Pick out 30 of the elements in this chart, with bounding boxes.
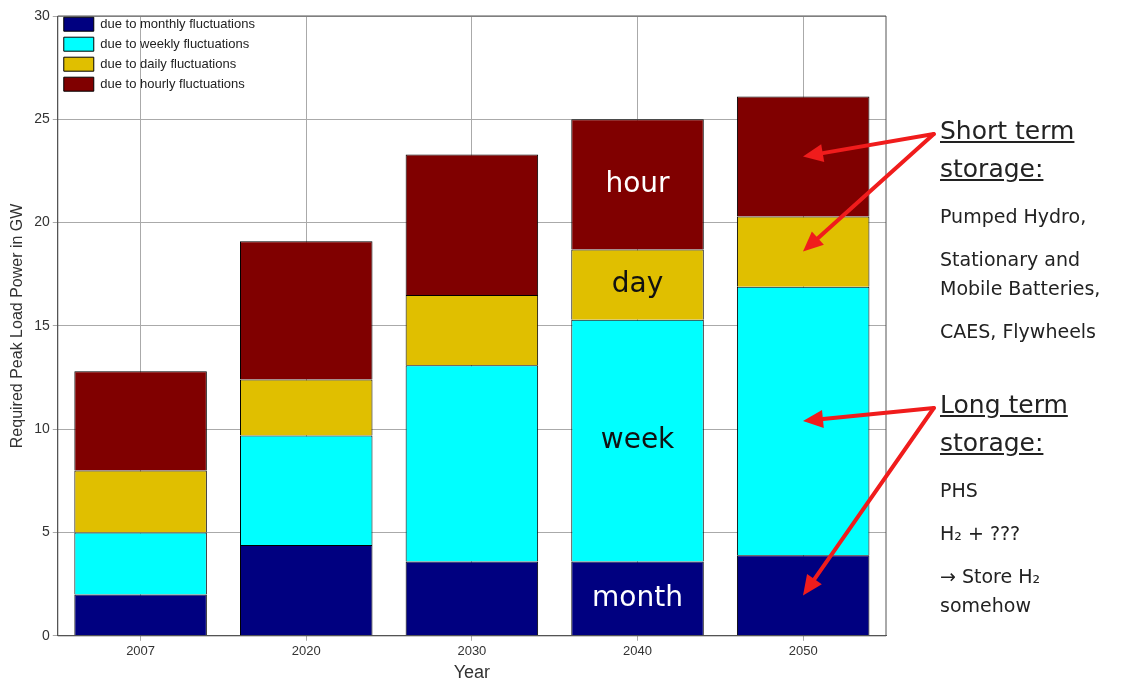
x-axis-title: Year xyxy=(453,662,491,683)
x-tick-label: 2020 xyxy=(291,643,321,659)
text: Stationary and Mobile Batteries, xyxy=(940,247,1102,301)
y-tick-label: 25 xyxy=(34,110,50,127)
text: → Store H₂ somehow xyxy=(940,564,1042,618)
legend-label: due to weekly fluctuations xyxy=(100,35,250,51)
annotation: month xyxy=(592,579,683,613)
x-tick-label: 2050 xyxy=(788,643,818,659)
y-tick-label: 10 xyxy=(34,420,50,437)
legend-label: due to hourly fluctuations xyxy=(100,75,246,91)
text: PHS xyxy=(940,478,979,503)
annotation: week xyxy=(600,421,676,455)
x-tick-label: 2030 xyxy=(457,643,487,659)
annotation: day xyxy=(611,265,664,299)
y-tick-label: 30 xyxy=(34,6,50,23)
text: Long term storage: xyxy=(940,389,1069,459)
legend-label: due to monthly fluctuations xyxy=(100,15,256,31)
text: CAES, Flywheels xyxy=(940,319,1097,344)
y-tick-label: 15 xyxy=(34,316,50,333)
text: Short term storage: xyxy=(940,115,1076,185)
y-tick-label: 5 xyxy=(41,523,50,540)
legend-label: due to daily fluctuations xyxy=(100,55,237,71)
text: Pumped Hydro, xyxy=(940,204,1088,229)
y-axis-title: Required Peak Load Power in GW xyxy=(8,202,26,449)
text: H₂ + ??? xyxy=(940,521,1022,546)
annotation: hour xyxy=(605,165,671,199)
y-tick-label: 0 xyxy=(41,626,50,643)
x-tick-label: 2007 xyxy=(126,643,156,659)
y-tick-label: 20 xyxy=(34,213,50,230)
x-tick-label: 2040 xyxy=(623,643,652,659)
